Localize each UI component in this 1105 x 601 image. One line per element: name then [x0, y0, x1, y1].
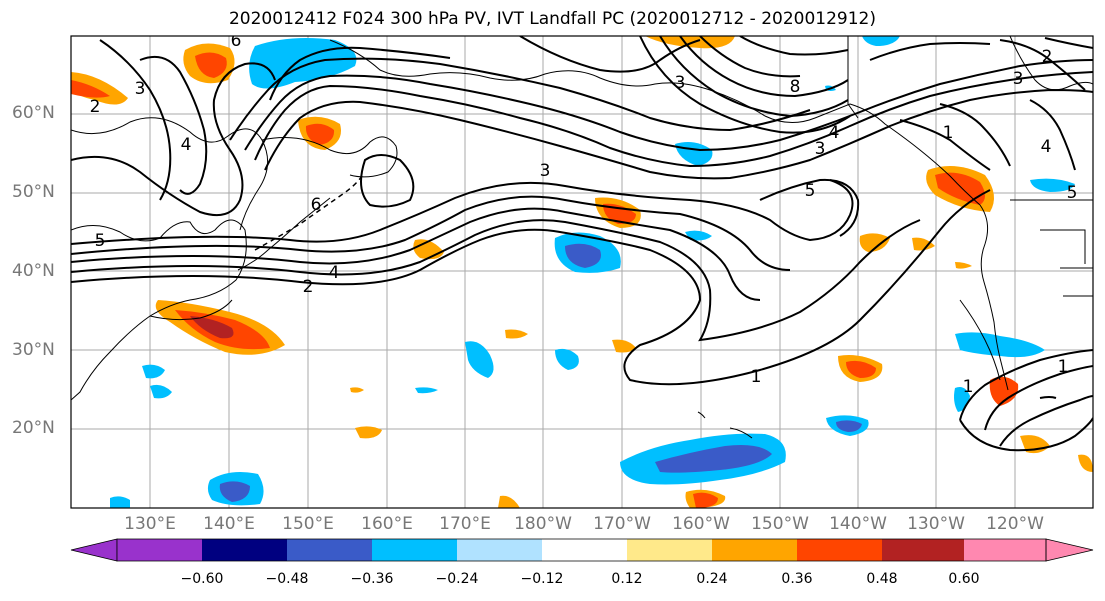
contour-label-6: 6 — [311, 195, 322, 215]
colorbar-bin — [964, 539, 1046, 561]
lon-label-140e: 140°E — [203, 514, 255, 534]
colorbar-tick: 0.60 — [948, 571, 980, 587]
lon-label-150e: 150°E — [282, 514, 334, 534]
contour-label-3e: 3 — [1013, 69, 1024, 89]
colorbar-tick: −0.36 — [350, 571, 394, 587]
dashed-contour — [254, 175, 363, 251]
ivt-contours — [71, 36, 1093, 452]
contour-label-4c: 4 — [829, 123, 840, 143]
contour-label-3c: 3 — [540, 161, 551, 181]
lon-label-150w: 150°W — [751, 514, 809, 534]
contour-label-3b: 3 — [135, 79, 146, 99]
coastlines — [71, 36, 1093, 439]
contour-label-3d: 3 — [675, 73, 686, 93]
chart-title: 2020012412 F024 300 hPa PV, IVT Landfall… — [228, 9, 876, 29]
contour-label-1: 1 — [751, 367, 762, 387]
lon-label-140w: 140°W — [829, 514, 887, 534]
colorbar-tick: 0.48 — [866, 571, 898, 587]
lon-label-130w: 130°W — [907, 514, 965, 534]
contour-label-5b: 5 — [95, 231, 106, 251]
colorbar-extend-low — [70, 538, 118, 562]
lat-label-60n: 60°N — [12, 103, 55, 123]
contour-label-3: 3 — [815, 139, 826, 159]
colorbar-bin — [287, 539, 372, 561]
colorbar-tick: −0.24 — [435, 571, 479, 587]
lon-label-160w: 160°W — [672, 514, 730, 534]
contour-label-1c: 1 — [963, 377, 974, 397]
colorbar-tick: 0.36 — [781, 571, 813, 587]
contour-label-4d: 4 — [1041, 137, 1052, 157]
contour-label-4: 4 — [329, 263, 340, 283]
contour-label-4b: 4 — [181, 135, 192, 155]
lon-label-170w: 170°W — [593, 514, 651, 534]
contour-label-1d: 1 — [1058, 357, 1069, 377]
contour-label-5c: 5 — [1067, 183, 1078, 203]
colorbar-extend-high — [1045, 538, 1094, 562]
lat-label-40n: 40°N — [12, 261, 55, 281]
contour-label-2c: 2 — [1042, 47, 1053, 67]
contour-label-1b: 1 — [943, 123, 954, 143]
contour-label-2: 2 — [303, 277, 314, 297]
colorbar-bin — [372, 539, 457, 561]
colorbar-tick: 0.24 — [696, 571, 728, 587]
colorbar-tick: −0.60 — [180, 571, 224, 587]
colorbar-bin — [202, 539, 287, 561]
colorbar-bin — [712, 539, 797, 561]
contour-label-6b: 6 — [231, 31, 242, 51]
colorbar — [70, 538, 1094, 562]
lat-label-50n: 50°N — [12, 182, 55, 202]
colorbar-tick: 0.12 — [611, 571, 643, 587]
lat-label-30n: 30°N — [12, 340, 55, 360]
colorbar-bin — [797, 539, 882, 561]
contour-label-8: 8 — [790, 77, 801, 97]
colorbar-bin — [627, 539, 712, 561]
lon-label-160e: 160°E — [361, 514, 413, 534]
colorbar-tick: −0.48 — [265, 571, 309, 587]
contour-label-5: 5 — [805, 181, 816, 201]
colorbar-tick: −0.12 — [520, 571, 564, 587]
lon-label-120w: 120°W — [986, 514, 1044, 534]
colorbar-bin — [457, 539, 542, 561]
lon-label-130e: 130°E — [124, 514, 176, 534]
colorbar-bin — [882, 539, 964, 561]
pv-shading — [71, 36, 1093, 508]
colorbar-bin — [542, 539, 627, 561]
contour-labels: 8 6 5 4 3 2 1 2 3 6 5 4 3 3 4 1 2 3 4 5 … — [90, 31, 1078, 397]
lat-label-20n: 20°N — [12, 418, 55, 438]
lon-label-170e: 170°E — [439, 514, 491, 534]
lon-label-180w: 180°W — [514, 514, 572, 534]
contour-label-2b: 2 — [90, 97, 101, 117]
colorbar-bin — [117, 539, 202, 561]
